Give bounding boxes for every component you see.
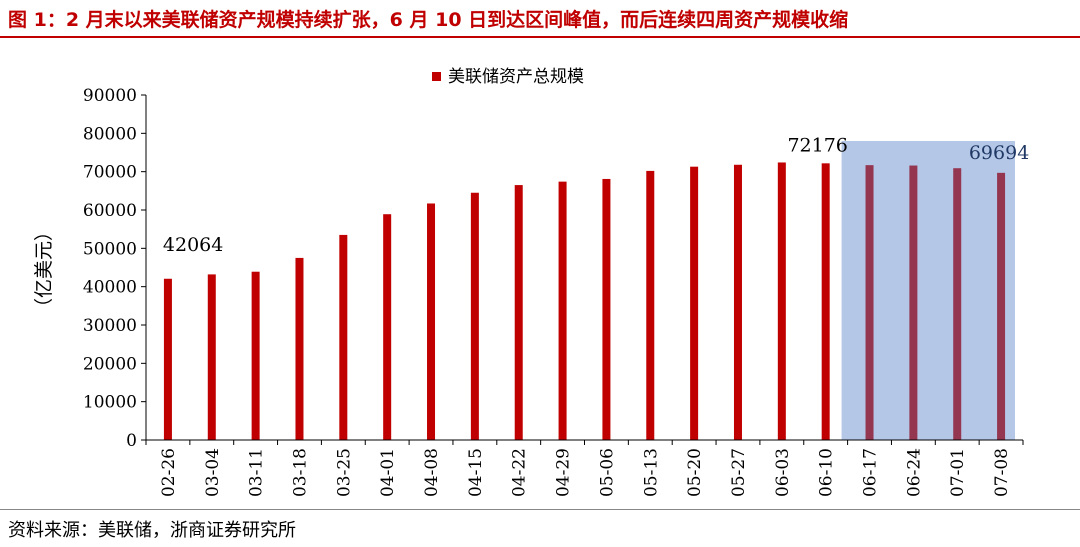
x-tick-label: 07-08 <box>992 448 1012 497</box>
x-tick-label: 04-15 <box>466 448 486 497</box>
x-tick-label: 04-22 <box>510 448 530 497</box>
x-tick-label: 05-13 <box>641 448 661 497</box>
header: 图 1：2 月末以来美联储资产规模持续扩张，6 月 10 日到达区间峰值，而后连… <box>0 0 1080 38</box>
x-tick-label: 02-26 <box>159 448 179 497</box>
x-tick-label: 03-25 <box>334 448 354 497</box>
bar-05-27 <box>733 164 742 440</box>
y-tick-label: 70000 <box>83 163 137 183</box>
title-underline <box>0 36 1080 38</box>
bar-02-26 <box>163 278 172 440</box>
x-tick-label: 03-04 <box>203 448 223 497</box>
bar-03-18 <box>295 257 304 440</box>
bar-06-17 <box>865 165 874 440</box>
y-tick-label: 20000 <box>83 354 137 374</box>
y-tick-label: 80000 <box>83 124 137 144</box>
bar-04-29 <box>558 181 567 440</box>
bar-07-08 <box>997 172 1006 440</box>
legend-label: 美联储资产总规模 <box>448 67 584 87</box>
x-tick-label: 04-01 <box>378 448 398 497</box>
bar-03-04 <box>207 274 216 440</box>
bar-04-08 <box>427 203 436 440</box>
y-axis-label: （亿美元） <box>33 222 55 317</box>
data-label-07-08: 69694 <box>969 142 1029 164</box>
bar-05-06 <box>602 178 611 440</box>
y-tick-label: 10000 <box>83 393 137 413</box>
x-tick-label: 05-27 <box>729 448 749 497</box>
bar-06-03 <box>777 162 786 440</box>
data-label-02-26: 42064 <box>163 234 223 256</box>
footer-divider <box>0 509 1080 510</box>
bar-05-13 <box>646 170 655 440</box>
bar-04-01 <box>383 214 392 440</box>
source-note: 资料来源：美联储，浙商证券研究所 <box>8 520 296 541</box>
y-tick-label: 40000 <box>83 278 137 298</box>
bar-04-15 <box>470 192 479 440</box>
x-tick-label: 03-11 <box>247 448 267 497</box>
chart-title: 图 1：2 月末以来美联储资产规模持续扩张，6 月 10 日到达区间峰值，而后连… <box>8 9 849 31</box>
data-label-06-10: 72176 <box>787 134 847 156</box>
y-tick-label: 30000 <box>83 316 137 336</box>
x-tick-label: 06-24 <box>904 448 924 497</box>
x-tick-label: 06-17 <box>861 448 881 497</box>
x-tick-label: 04-29 <box>554 448 574 497</box>
y-tick-label: 90000 <box>83 86 137 106</box>
x-tick-label: 05-06 <box>597 448 617 497</box>
bar-03-11 <box>251 271 260 440</box>
x-tick-label: 03-18 <box>290 448 310 497</box>
bar-05-20 <box>690 166 699 440</box>
x-tick-label: 05-20 <box>685 448 705 497</box>
y-tick-label: 50000 <box>83 239 137 259</box>
bar-07-01 <box>953 168 962 440</box>
bar-chart: 美联储资产总规模 （亿美元） 0 10000 20000 30000 40000 50000 6… <box>33 67 1029 497</box>
y-tick-label: 0 <box>126 431 137 451</box>
x-tick-label: 06-03 <box>773 448 793 497</box>
bar-03-25 <box>339 234 348 440</box>
x-tick-label: 06-10 <box>817 448 837 497</box>
bar-06-24 <box>909 165 918 440</box>
x-tick-label: 07-01 <box>948 448 968 497</box>
x-tick-label: 04-08 <box>422 448 442 497</box>
bar-04-22 <box>514 185 523 440</box>
bar-06-10 <box>821 163 830 441</box>
legend-swatch <box>432 72 441 81</box>
y-tick-label: 60000 <box>83 201 137 221</box>
